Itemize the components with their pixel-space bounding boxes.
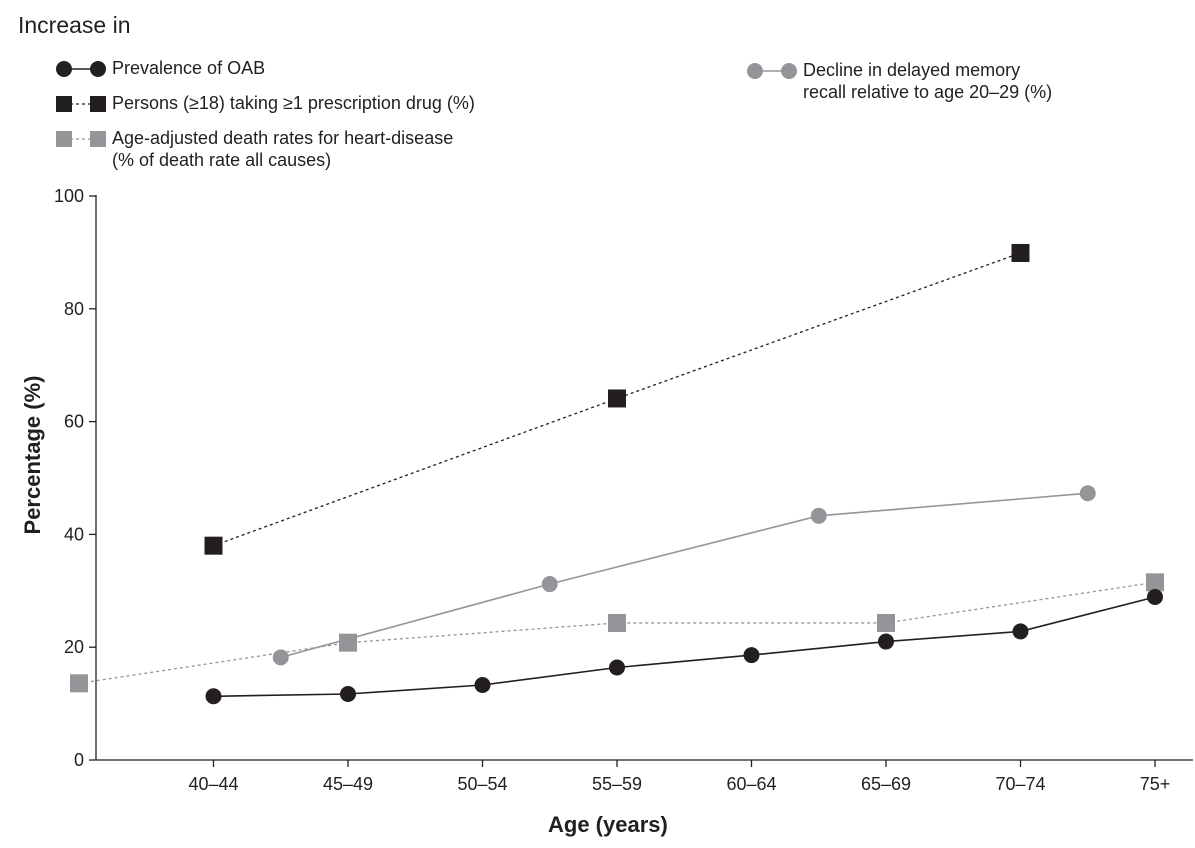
legend-label-heart-disease-line1: Age-adjusted death rates for heart-disea… [112, 128, 454, 148]
series-3 [272, 485, 1096, 666]
legend-item-memory: Decline in delayed memory recall relativ… [745, 59, 1165, 115]
series-line [280, 492, 1088, 659]
data-point [1012, 623, 1029, 640]
data-point [205, 688, 222, 705]
legend-symbol-memory [747, 63, 797, 79]
chart-series [70, 243, 1164, 705]
data-point [474, 676, 491, 693]
series-0 [205, 589, 1163, 705]
data-point [1147, 589, 1163, 606]
legend-label-heart-disease-line2: (% of death rate all causes) [112, 150, 332, 170]
data-point [609, 659, 625, 676]
x-axis-title: Age (years) [548, 812, 668, 837]
legend-symbol-heart-disease [56, 131, 106, 147]
data-point [608, 389, 626, 408]
legend-label-memory-line1: Decline in delayed memory [803, 60, 1021, 80]
x-tick-label: 55–59 [592, 774, 642, 794]
x-tick-label: 45–49 [323, 774, 373, 794]
legend-label-oab: Prevalence of OAB [112, 58, 266, 78]
data-point [272, 649, 289, 666]
series-line [213, 252, 1021, 547]
data-point [743, 647, 760, 664]
legend-item-prescription: Persons (≥18) taking ≥1 prescription dru… [54, 92, 574, 116]
legend-symbol-oab [56, 61, 106, 77]
legend-symbol-prescription [56, 96, 106, 112]
x-tick-label: 50–54 [457, 774, 507, 794]
legend-item-oab: Prevalence of OAB [54, 57, 474, 81]
chart-header: Increase in [18, 12, 131, 38]
x-tick-label: 60–64 [726, 774, 776, 794]
legend-label-prescription: Persons (≥18) taking ≥1 prescription dru… [112, 93, 475, 113]
data-point [340, 686, 356, 703]
chart-axes: 0 20 40 60 80 100 40–44 45–49 50–54 55–59 60–64 65–… [54, 186, 1193, 794]
legend-label-memory: Decline in delayed memory recall relativ… [803, 59, 1052, 103]
y-tick-label: 40 [64, 524, 84, 544]
data-point [204, 536, 223, 555]
y-axis-title-text: Percentage (%) [20, 375, 45, 535]
data-point [339, 633, 357, 652]
x-tick-label: 75+ [1140, 774, 1171, 794]
series-1 [204, 243, 1030, 555]
y-tick-label: 20 [64, 637, 84, 657]
x-tick-label: 40–44 [188, 774, 238, 794]
series-line [213, 596, 1156, 698]
data-point [1079, 485, 1096, 502]
y-axis-title: Percentage (%) [18, 330, 48, 580]
data-point [541, 576, 558, 593]
data-point [1011, 243, 1030, 262]
y-tick-label: 60 [64, 412, 84, 432]
data-point [878, 633, 894, 650]
data-point [70, 674, 88, 693]
legend-label-memory-line2: recall relative to age 20–29 (%) [803, 82, 1053, 102]
y-tick-label: 0 [74, 750, 84, 770]
y-tick-label: 80 [64, 299, 84, 319]
data-point [877, 613, 895, 632]
y-tick-label: 100 [54, 186, 84, 206]
series-2 [70, 573, 1164, 693]
data-point [1146, 573, 1164, 592]
data-point [810, 507, 827, 524]
data-point [608, 613, 626, 632]
legend-label-heart-disease: Age-adjusted death rates for heart-disea… [112, 127, 453, 171]
x-tick-label: 70–74 [995, 774, 1045, 794]
legend-item-heart-disease: Age-adjusted death rates for heart-disea… [54, 127, 574, 183]
x-tick-label: 65–69 [861, 774, 911, 794]
